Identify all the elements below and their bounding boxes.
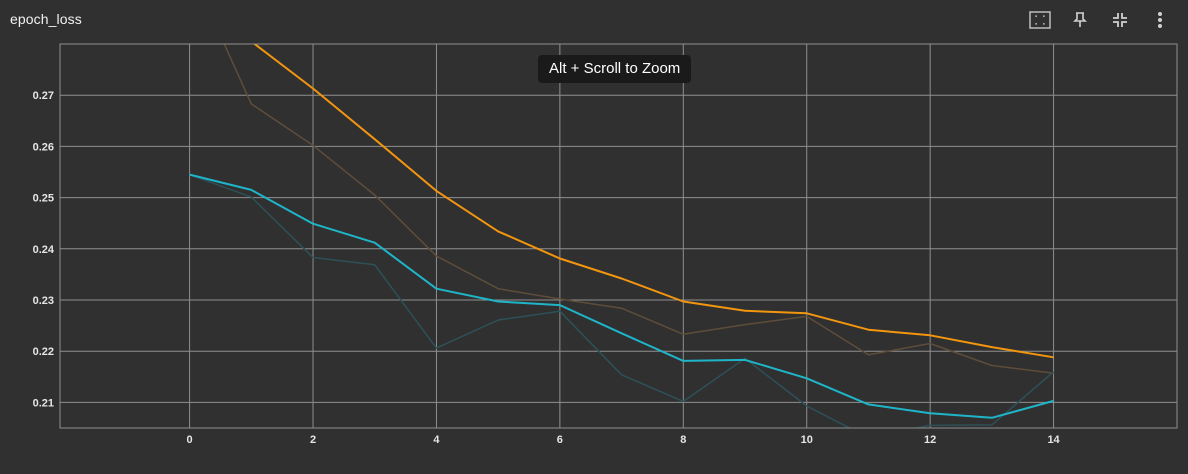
card-title: epoch_loss xyxy=(10,11,82,27)
x-tick-label: 0 xyxy=(187,434,193,446)
fit-domain-icon xyxy=(1029,11,1051,29)
x-tick-label: 10 xyxy=(801,434,813,446)
x-tick-label: 2 xyxy=(310,434,316,446)
plot-frame xyxy=(59,43,1178,429)
pin-icon xyxy=(1073,12,1087,27)
y-tick-label: 0.21 xyxy=(33,397,54,409)
y-tick-label: 0.24 xyxy=(33,244,55,256)
smoothed-series-line-3 xyxy=(189,173,1054,419)
x-tick-label: 8 xyxy=(680,434,686,446)
fit-domain-button[interactable] xyxy=(1020,6,1060,34)
card-toolbar xyxy=(1020,6,1180,34)
y-tick-label: 0.25 xyxy=(33,193,54,205)
raw-series-line-2 xyxy=(189,173,1055,428)
x-tick-label: 6 xyxy=(557,434,563,446)
more-vert-icon xyxy=(1158,12,1162,28)
smoothed-series-line-1 xyxy=(253,44,1054,359)
x-tick-label: 14 xyxy=(1047,434,1060,446)
more-button[interactable] xyxy=(1140,6,1180,34)
y-tick-label: 0.23 xyxy=(33,295,54,307)
x-tick-label: 12 xyxy=(924,434,936,446)
y-tick-label: 0.22 xyxy=(33,346,54,358)
pin-button[interactable] xyxy=(1060,6,1100,34)
x-axis-ticks: 0 2 4 6 8 10 12 14 xyxy=(187,434,1061,446)
zoom-hint-tooltip: Alt + Scroll to Zoom xyxy=(538,55,692,83)
series-lines xyxy=(189,44,1055,428)
y-tick-label: 0.27 xyxy=(33,90,54,102)
x-tick-label: 4 xyxy=(433,434,440,446)
collapse-icon xyxy=(1113,13,1127,27)
y-tick-label: 0.26 xyxy=(33,141,54,153)
y-axis-ticks: 0.21 0.22 0.23 0.24 0.25 0.26 0.27 xyxy=(33,90,55,409)
raw-series-line-0 xyxy=(223,44,1054,374)
collapse-button[interactable] xyxy=(1100,6,1140,34)
grid-lines xyxy=(60,44,1177,428)
